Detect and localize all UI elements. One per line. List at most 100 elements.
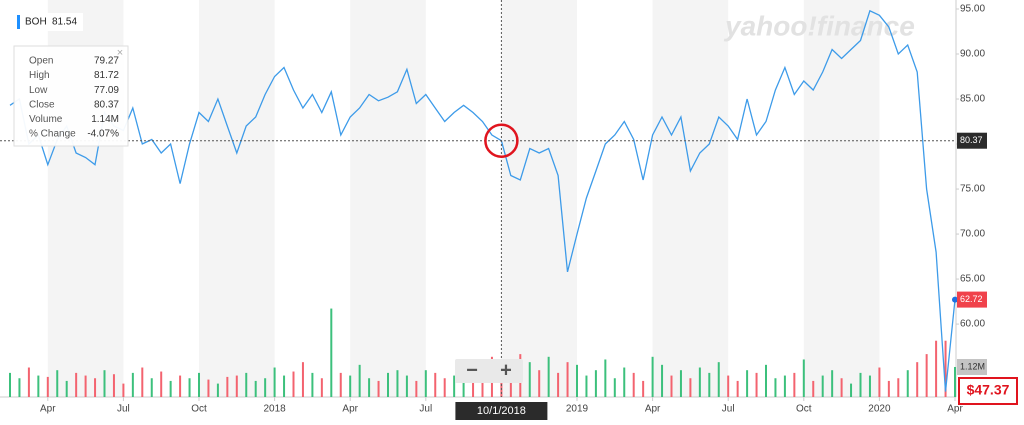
volume-bar bbox=[179, 375, 182, 397]
volume-bar bbox=[632, 372, 635, 397]
volume-bar bbox=[651, 356, 654, 397]
x-tick-label: Apr bbox=[342, 404, 358, 415]
volume-bar bbox=[207, 379, 210, 397]
zoom-in[interactable]: + bbox=[500, 359, 512, 381]
volume-bar bbox=[887, 380, 890, 397]
x-tick-label: Apr bbox=[947, 404, 963, 415]
tooltip-value: 80.37 bbox=[94, 99, 119, 110]
volume-bar bbox=[661, 364, 664, 397]
tooltip-label: % Change bbox=[29, 129, 76, 140]
tooltip-value: 79.27 bbox=[94, 56, 119, 67]
tooltip-label: Close bbox=[29, 99, 55, 110]
volume-bar bbox=[141, 367, 144, 397]
crosshair-price: 80.37 bbox=[960, 135, 983, 145]
volume-bar bbox=[916, 362, 919, 397]
volume-bar bbox=[840, 378, 843, 397]
volume-bar bbox=[944, 340, 947, 397]
tooltip-label: Low bbox=[29, 85, 48, 96]
volume-bar bbox=[623, 367, 626, 397]
volume-bar bbox=[405, 375, 408, 397]
zoom-out[interactable]: − bbox=[466, 359, 478, 381]
x-tick-label: Apr bbox=[645, 404, 661, 415]
background-layer bbox=[47, 0, 880, 397]
volume-bar bbox=[850, 383, 853, 397]
tooltip-label: High bbox=[29, 70, 50, 81]
volume-bar bbox=[897, 378, 900, 397]
volume-bar bbox=[311, 372, 314, 397]
tooltip-box bbox=[13, 45, 129, 147]
y-tick-label: 60.00 bbox=[960, 319, 985, 330]
tooltip-label: Volume bbox=[29, 114, 63, 125]
volume-bar bbox=[812, 380, 815, 397]
last-price: 62.72 bbox=[960, 294, 983, 304]
volume-bar bbox=[906, 370, 909, 397]
volume-bar bbox=[821, 375, 824, 397]
volume-bar bbox=[358, 364, 361, 397]
volume-bar bbox=[859, 372, 862, 397]
volume-bar bbox=[245, 372, 248, 397]
volume-bar bbox=[576, 364, 578, 397]
quarter-band bbox=[652, 0, 729, 397]
ticker-swatch bbox=[17, 15, 20, 29]
volume-bar bbox=[472, 374, 475, 397]
last-volume-box bbox=[957, 359, 987, 375]
volume-bar bbox=[112, 374, 115, 397]
quarter-band bbox=[803, 0, 880, 397]
crosshair-date: 10/1/2018 bbox=[477, 405, 526, 417]
volume-bar bbox=[878, 367, 881, 397]
volume-bar bbox=[557, 372, 560, 397]
volume-bar bbox=[301, 362, 304, 397]
volume-bar bbox=[18, 378, 21, 397]
volume-bar bbox=[387, 372, 389, 397]
crosshair-date-box bbox=[455, 402, 548, 420]
volume-bar bbox=[736, 380, 739, 397]
volume-bar bbox=[954, 366, 956, 397]
volume-bar bbox=[642, 380, 645, 397]
volume-bar bbox=[689, 378, 692, 397]
volume-bar bbox=[330, 308, 333, 397]
volume-bar bbox=[802, 359, 805, 397]
ticker-price: 81.54 bbox=[52, 17, 77, 28]
tooltip-value: 81.72 bbox=[94, 70, 119, 81]
volume-bar bbox=[746, 370, 749, 397]
volume-bar bbox=[594, 370, 597, 397]
volume-bar bbox=[65, 380, 68, 397]
y-tick-label: 85.00 bbox=[960, 94, 985, 105]
volume-bar bbox=[679, 370, 682, 397]
volume-bar bbox=[453, 375, 456, 397]
volume-bar bbox=[481, 370, 484, 397]
volume-bar bbox=[160, 371, 163, 397]
volume-bar bbox=[320, 378, 323, 397]
tooltip-close[interactable]: × bbox=[117, 47, 123, 59]
volume-bar bbox=[9, 372, 11, 397]
x-tick-label: Oct bbox=[191, 404, 207, 415]
quarter-band bbox=[350, 0, 426, 397]
tooltip-label: Open bbox=[29, 56, 53, 67]
volume-bar bbox=[566, 362, 569, 397]
quarter-band bbox=[199, 0, 275, 397]
y-tick-label: 70.00 bbox=[960, 229, 985, 240]
x-tick-label: 2019 bbox=[566, 404, 589, 415]
volume-bar bbox=[443, 378, 446, 397]
crosshair-price-box bbox=[957, 132, 987, 149]
tooltip-value: 77.09 bbox=[94, 85, 119, 96]
volume-bar bbox=[103, 370, 106, 397]
volume-bar bbox=[868, 375, 871, 397]
volume-bar bbox=[396, 370, 399, 397]
volume-bar bbox=[56, 370, 59, 397]
volume-bar bbox=[774, 378, 777, 397]
volume-bar bbox=[434, 372, 437, 397]
volume-bar bbox=[755, 372, 758, 397]
volume-bar bbox=[765, 364, 767, 397]
volume-bar bbox=[670, 375, 673, 397]
volume-bar bbox=[254, 380, 257, 397]
volume-bar bbox=[698, 367, 701, 397]
volume-bar bbox=[727, 375, 730, 397]
volume-bar bbox=[339, 372, 342, 397]
y-tick-label: 95.00 bbox=[960, 4, 985, 15]
annotation-box bbox=[958, 377, 1018, 405]
volume-bar bbox=[547, 356, 550, 397]
x-tick-label: Jul bbox=[117, 404, 130, 415]
x-tick-label: Jul bbox=[722, 404, 735, 415]
